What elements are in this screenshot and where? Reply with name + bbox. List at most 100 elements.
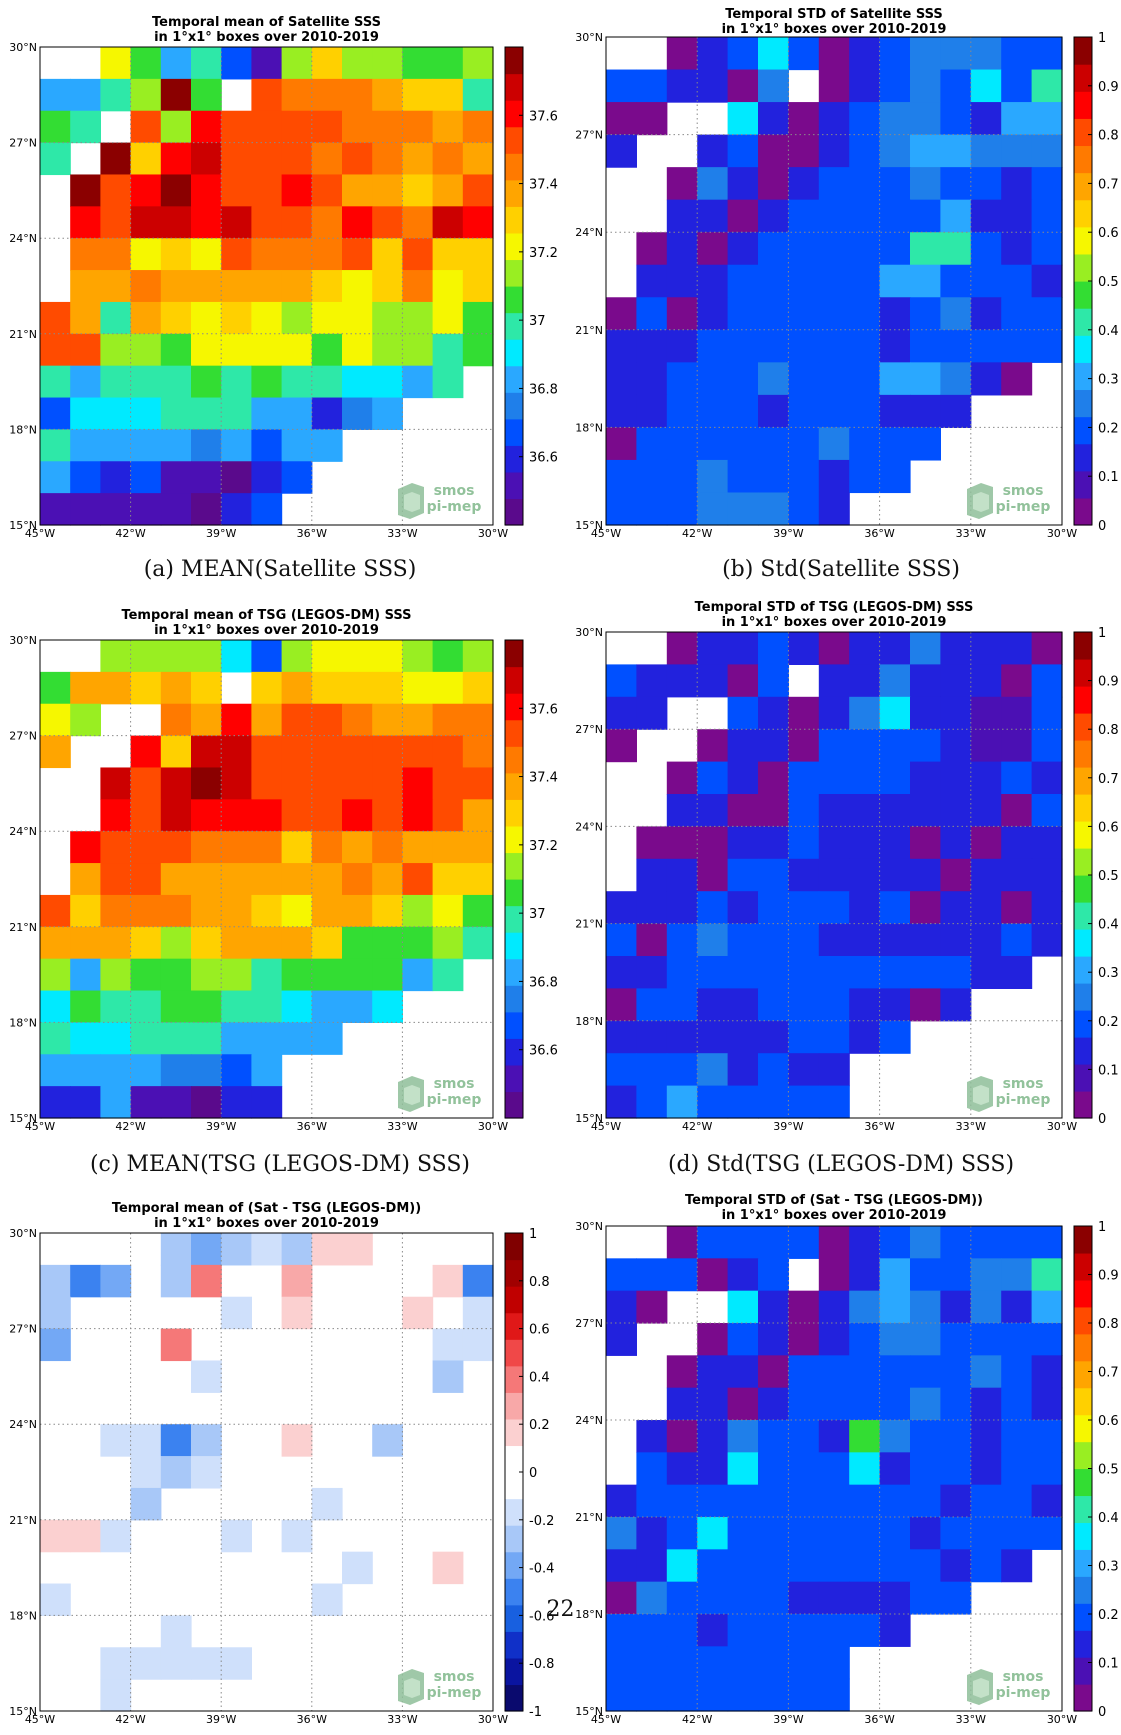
heatmap-cell bbox=[432, 863, 464, 896]
heatmap-cell bbox=[160, 926, 192, 960]
heatmap-cell bbox=[910, 394, 941, 428]
heatmap-cell bbox=[1001, 264, 1033, 298]
colorbar-segment bbox=[1074, 362, 1092, 391]
heatmap-cell bbox=[1031, 134, 1063, 168]
heatmap-cell bbox=[818, 729, 850, 763]
heatmap-cell bbox=[910, 1420, 941, 1453]
heatmap-cell bbox=[1031, 858, 1063, 892]
heatmap-cell bbox=[1031, 729, 1063, 763]
heatmap-cell bbox=[70, 671, 101, 705]
heatmap-cell bbox=[910, 1290, 941, 1324]
heatmap-cell bbox=[70, 1054, 101, 1087]
heatmap-cell bbox=[1001, 794, 1033, 827]
heatmap-cell bbox=[130, 1456, 162, 1489]
heatmap-cell bbox=[606, 1614, 637, 1647]
heatmap-cell bbox=[879, 264, 911, 298]
logo-text-smos: smos bbox=[434, 1669, 475, 1685]
heatmap-cell bbox=[940, 264, 972, 298]
heatmap-cell bbox=[432, 894, 464, 928]
heatmap-cell bbox=[940, 826, 972, 860]
heatmap-cell bbox=[940, 1452, 972, 1486]
heatmap-cell bbox=[251, 110, 283, 144]
heatmap-cell bbox=[970, 1549, 1002, 1583]
heatmap-cell bbox=[818, 1452, 850, 1486]
heatmap-cell bbox=[788, 794, 820, 827]
heatmap-cell bbox=[462, 799, 494, 832]
heatmap-cell bbox=[818, 1290, 850, 1324]
heatmap-cell bbox=[160, 1233, 192, 1266]
heatmap-cell bbox=[402, 174, 434, 207]
heatmap-cell bbox=[788, 1581, 820, 1615]
colorbar-segment bbox=[505, 1091, 523, 1119]
heatmap-cell bbox=[758, 1323, 789, 1356]
colorbar-segment bbox=[1074, 145, 1092, 174]
heatmap-cell bbox=[191, 703, 222, 737]
heatmap-cell bbox=[281, 78, 313, 112]
heatmap-cell bbox=[1031, 69, 1063, 103]
heatmap-cell bbox=[606, 329, 637, 363]
x-tick-label: 42°W bbox=[682, 1120, 712, 1133]
heatmap-cell bbox=[221, 863, 252, 896]
heatmap-cell bbox=[40, 1022, 71, 1055]
heatmap-cell bbox=[940, 394, 972, 428]
heatmap-cell bbox=[40, 1328, 71, 1362]
heatmap-cell bbox=[281, 1022, 313, 1055]
colorbar-segment bbox=[505, 100, 523, 128]
x-tick-label: 45°W bbox=[591, 1713, 621, 1726]
heatmap-cell bbox=[191, 78, 222, 112]
heatmap-cell bbox=[727, 1085, 759, 1119]
y-tick-label: 15°N bbox=[575, 519, 603, 532]
heatmap-cell bbox=[191, 493, 222, 526]
x-tick-label: 45°W bbox=[25, 527, 55, 540]
heatmap-cell bbox=[940, 858, 972, 892]
heatmap-cell bbox=[636, 858, 668, 892]
heatmap-cell bbox=[221, 1519, 252, 1553]
heatmap-cell bbox=[910, 988, 941, 1022]
x-tick-label: 42°W bbox=[115, 1120, 145, 1133]
heatmap-cell bbox=[727, 37, 759, 71]
x-tick-label: 42°W bbox=[682, 527, 712, 540]
heatmap-cell bbox=[940, 891, 972, 925]
heatmap-cell bbox=[697, 134, 729, 168]
heatmap-cell bbox=[100, 671, 132, 705]
heatmap-cell bbox=[940, 232, 972, 266]
heatmap-cell bbox=[636, 232, 668, 266]
heatmap-cell bbox=[191, 461, 222, 494]
colorbar-segment bbox=[1074, 1630, 1092, 1658]
colorbar-tick-label: 36.6 bbox=[529, 1044, 558, 1059]
heatmap-cell bbox=[636, 264, 668, 298]
colorbar-tick-label: 37 bbox=[529, 907, 546, 922]
heatmap-cell bbox=[940, 69, 972, 103]
heatmap-cell bbox=[818, 1053, 850, 1087]
y-tick-label: 24°N bbox=[575, 820, 603, 833]
heatmap-cell bbox=[281, 110, 313, 144]
heatmap-cell bbox=[432, 1551, 464, 1585]
heatmap-cell bbox=[281, 894, 313, 928]
heatmap-cell bbox=[1031, 1258, 1063, 1292]
heatmap-cell bbox=[697, 858, 729, 892]
heatmap-cell bbox=[372, 142, 403, 176]
colorbar-segment bbox=[1074, 632, 1092, 660]
heatmap-cell bbox=[727, 1581, 759, 1615]
heatmap-cell bbox=[818, 761, 850, 795]
heatmap-cell bbox=[636, 1549, 668, 1583]
heatmap-cell bbox=[1031, 37, 1063, 71]
heatmap-cell bbox=[910, 632, 941, 665]
heatmap-cell bbox=[818, 459, 850, 494]
heatmap-cell bbox=[160, 1054, 192, 1087]
colorbar-tick-label: 37.2 bbox=[529, 839, 558, 854]
heatmap-cell bbox=[606, 69, 637, 103]
heatmap-cell bbox=[221, 640, 252, 673]
heatmap-cell bbox=[402, 206, 434, 239]
heatmap-cell bbox=[727, 1452, 759, 1486]
heatmap-cell bbox=[970, 1226, 1002, 1259]
colorbar-segment bbox=[1074, 1441, 1092, 1470]
heatmap-cell bbox=[251, 671, 283, 705]
heatmap-cell bbox=[818, 858, 850, 892]
heatmap-cell bbox=[372, 926, 403, 960]
colorbar-segment bbox=[505, 772, 523, 800]
heatmap-cell bbox=[1001, 297, 1033, 331]
heatmap-cell bbox=[879, 632, 911, 665]
plot-frame bbox=[39, 1232, 494, 1712]
